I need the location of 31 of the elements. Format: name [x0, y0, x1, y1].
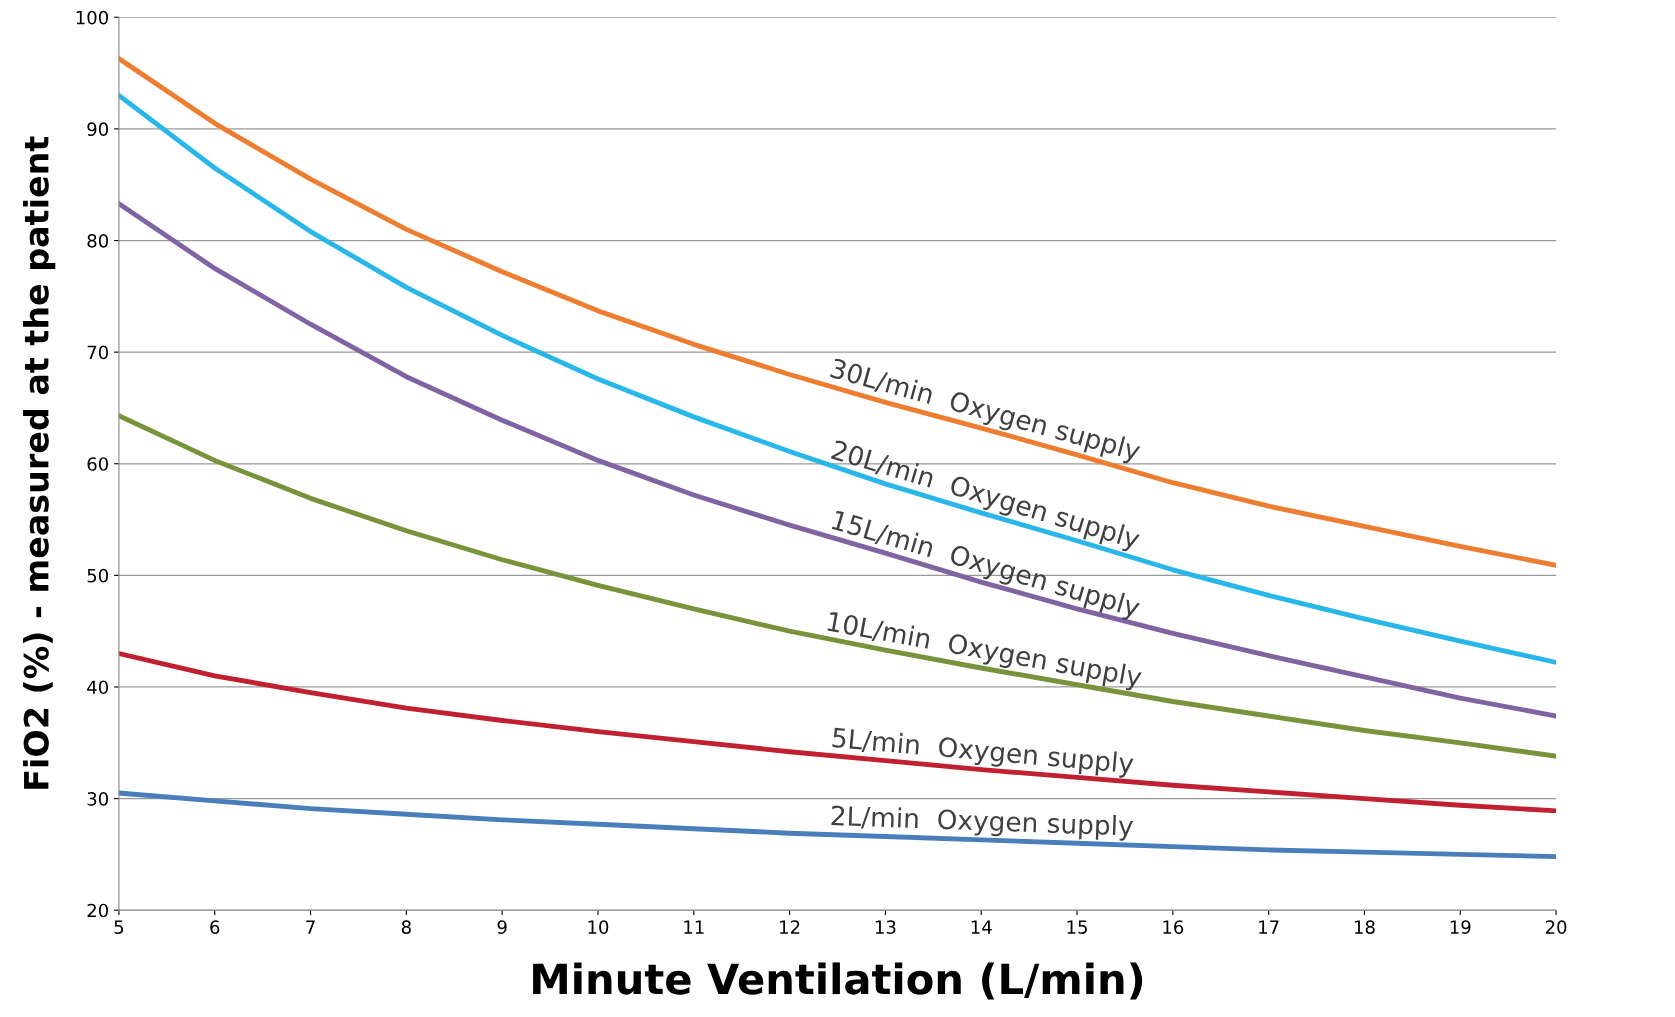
y-tick-label: 90 — [87, 122, 108, 137]
x-tick-label: 5 — [114, 920, 124, 934]
x-tick-label: 13 — [875, 920, 896, 934]
x-tick-label: 12 — [780, 920, 800, 934]
y-tick-label: 70 — [87, 345, 108, 360]
y-axis-title: FiO2 (%) - measured at the patient — [23, 136, 56, 789]
line-series — [118, 790, 1557, 860]
x-tick-label: 9 — [497, 920, 507, 934]
x-tick-label: 7 — [306, 920, 315, 934]
y-tick-label: 40 — [87, 680, 108, 695]
x-axis-title: Minute Ventilation (L/min) — [533, 962, 1143, 1000]
x-tick-label: 16 — [1163, 920, 1184, 934]
x-tick-label: 20 — [1545, 920, 1567, 934]
x-tick-label: 14 — [971, 920, 992, 934]
y-tick-label: 30 — [87, 792, 108, 806]
y-tick-label: 80 — [87, 233, 108, 248]
x-tick-label: 11 — [684, 920, 704, 934]
series-label: 2L/min Oxygen supply — [831, 804, 1134, 842]
y-tick-label: 60 — [87, 457, 108, 471]
x-tick-label: 19 — [1450, 920, 1471, 934]
series-label: 5L/min Oxygen supply — [831, 726, 1135, 779]
x-tick-label: 18 — [1354, 920, 1375, 934]
y-tick-label: 50 — [87, 568, 108, 583]
x-tick-label: 6 — [210, 920, 220, 934]
line-series — [118, 201, 1557, 719]
x-tick-label: 17 — [1259, 920, 1279, 934]
y-tick-label: 100 — [76, 10, 108, 25]
x-tick-label: 15 — [1067, 920, 1087, 934]
y-tick-label: 20 — [87, 903, 108, 918]
x-tick-label: 10 — [588, 920, 609, 934]
x-tick-label: 8 — [401, 920, 411, 934]
